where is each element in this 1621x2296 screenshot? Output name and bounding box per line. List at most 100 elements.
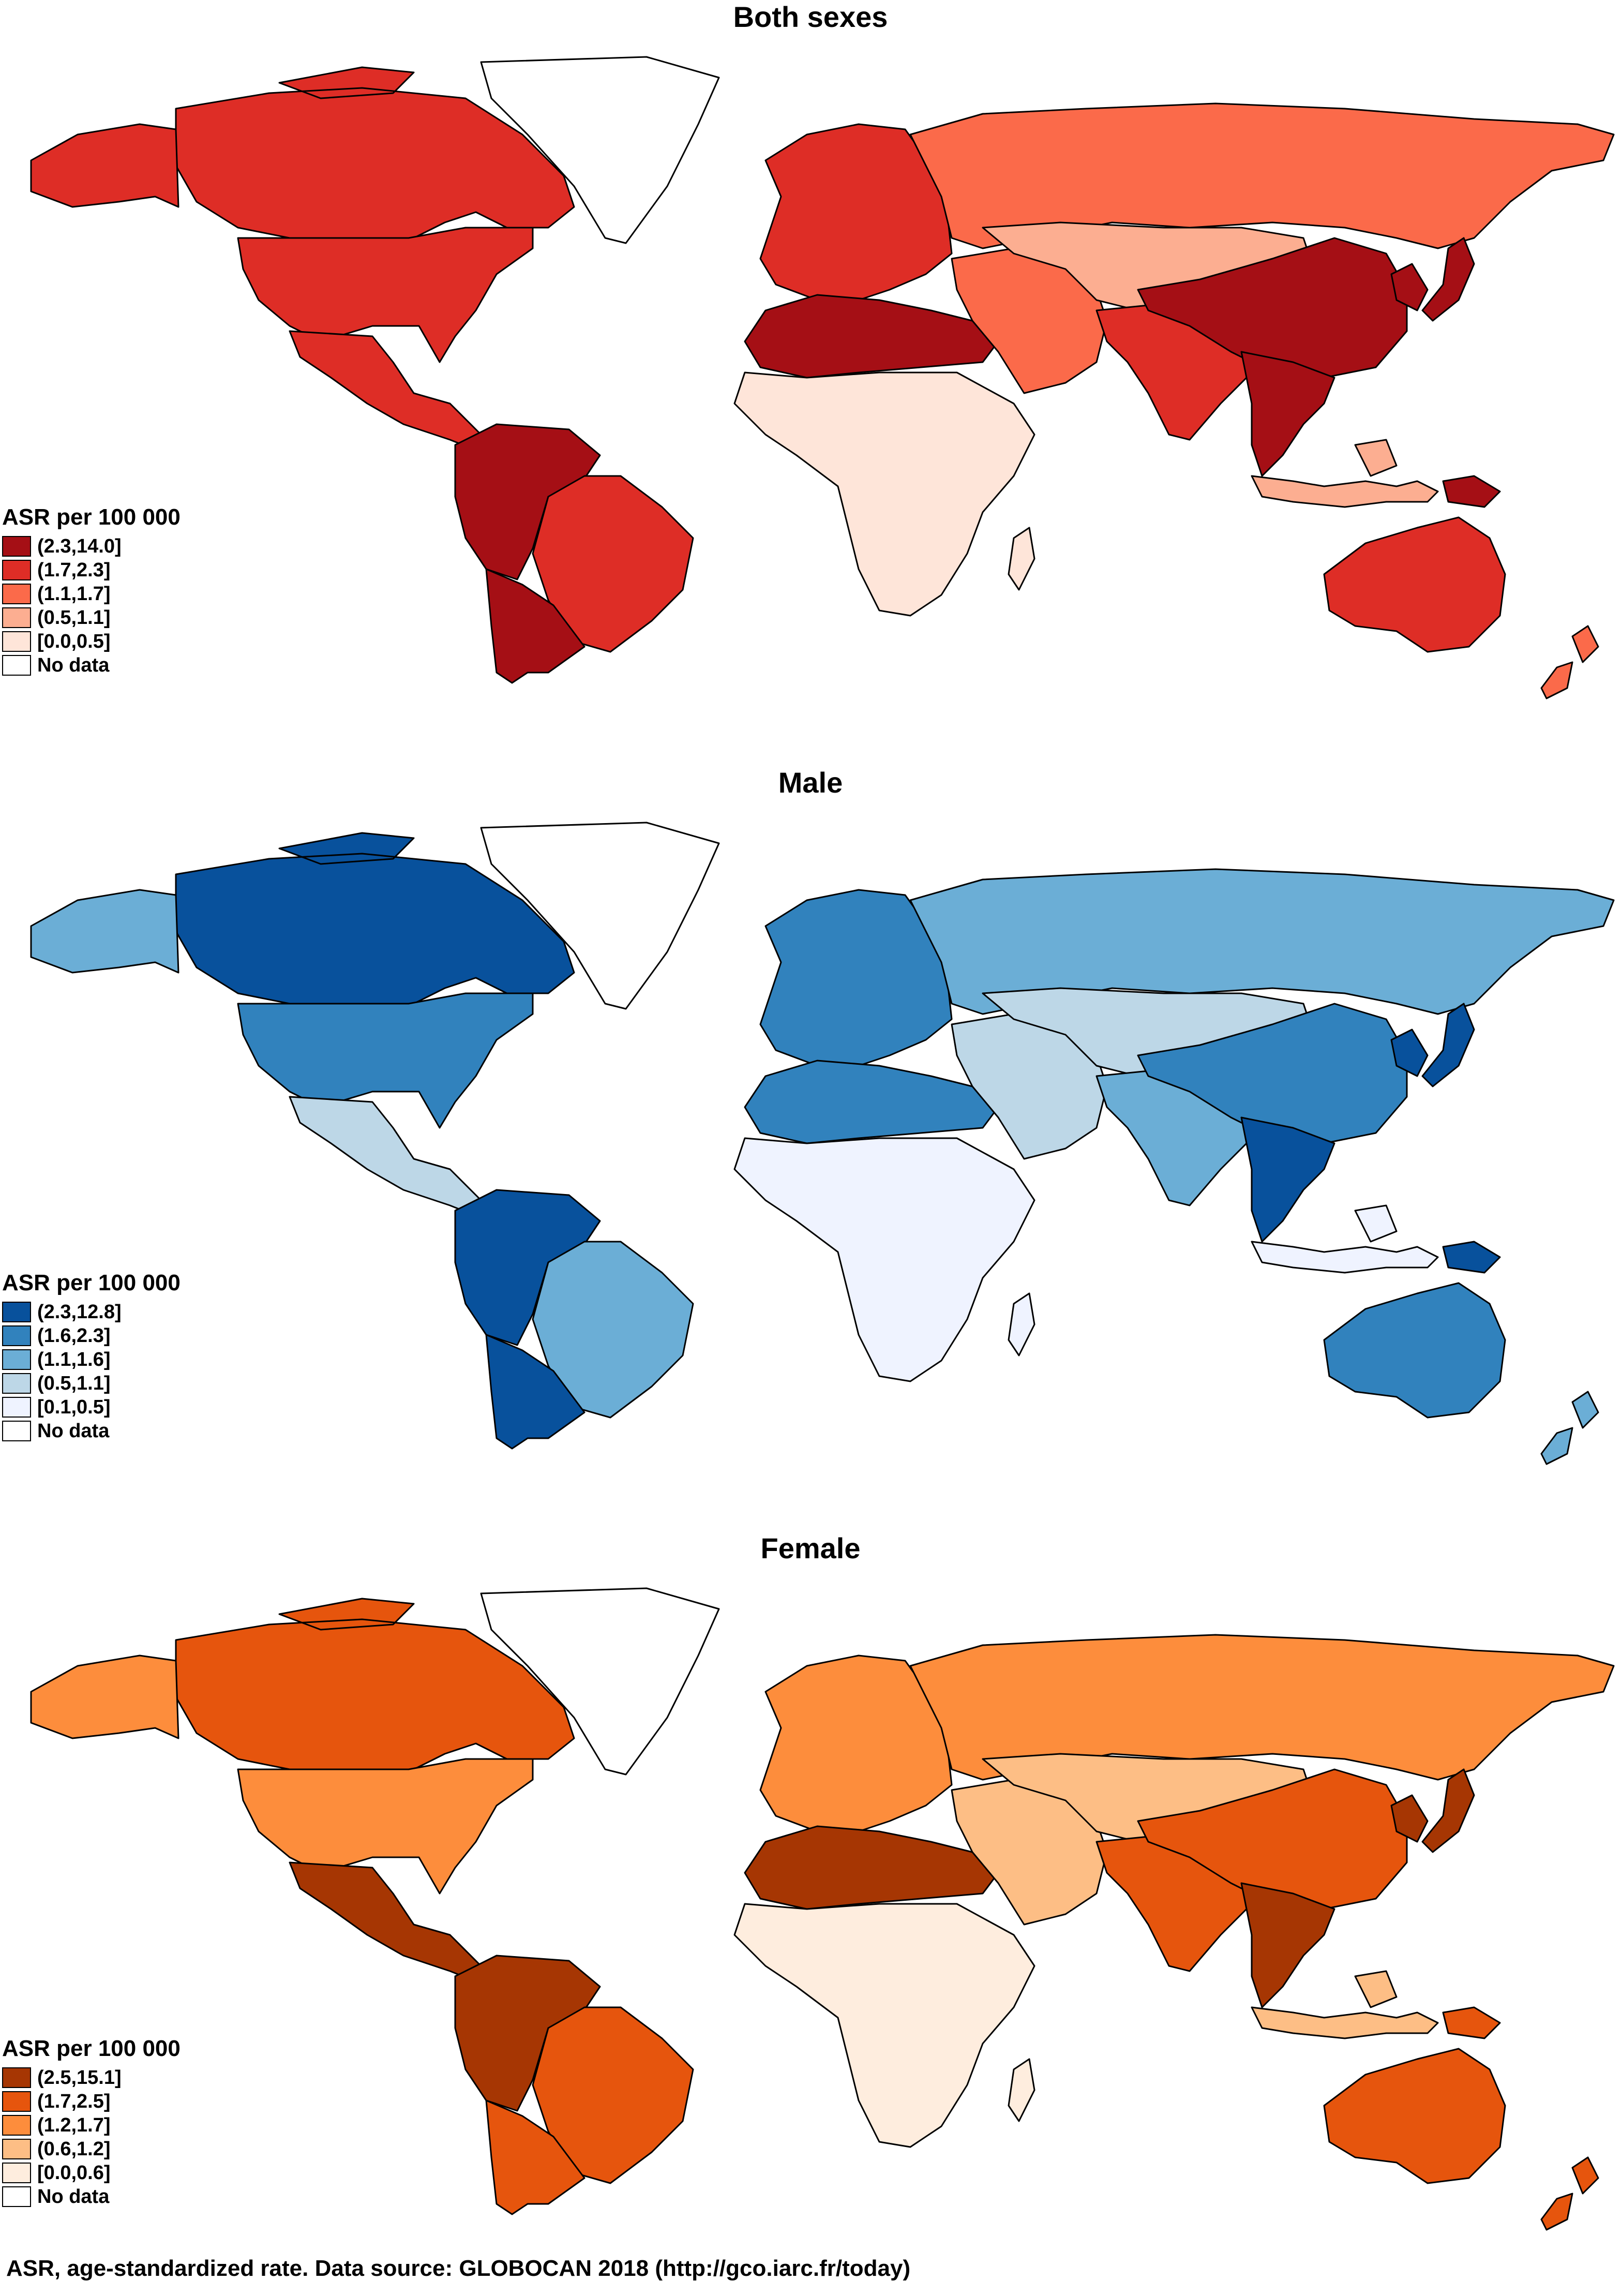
legend-label: (0.6,1.2] <box>37 2138 111 2160</box>
region-japan-korea <box>1390 237 1475 322</box>
panel-both-sexes: Both sexes ASR per 100 000 (2.3,14.0] (1… <box>0 0 1621 750</box>
region-new-zealand <box>1540 1391 1599 1465</box>
legend-swatch <box>2 560 31 580</box>
region-greenland <box>480 56 720 244</box>
region-china <box>1137 1003 1408 1144</box>
region-north-africa <box>744 294 999 379</box>
legend-swatch <box>2 2091 31 2112</box>
region-usa <box>237 1758 534 1895</box>
legend-swatch <box>2 1325 31 1346</box>
legend-label: (2.3,12.8] <box>37 1301 122 1323</box>
legend-label: (1.2,1.7] <box>37 2114 111 2136</box>
legend-swatch <box>2 584 31 604</box>
legend-label: No data <box>37 1420 110 1442</box>
region-southern-cone <box>485 2099 586 2215</box>
legend-item: [0.1,0.5] <box>2 1395 181 1419</box>
legend-label: No data <box>37 2185 110 2208</box>
legend-swatch <box>2 655 31 676</box>
region-mexico-central-america <box>289 1861 487 1982</box>
region-japan-korea <box>1390 1768 1475 1853</box>
legend-item: No data <box>2 2185 181 2209</box>
region-madagascar <box>1008 1292 1035 1356</box>
region-indonesia <box>1251 1970 1439 2039</box>
legend-title: ASR per 100 000 <box>2 504 181 530</box>
legend-swatch <box>2 2115 31 2136</box>
region-southeast-asia <box>1240 351 1335 477</box>
region-china <box>1137 1768 1408 1910</box>
legend-item: (0.6,1.2] <box>2 2137 181 2161</box>
region-madagascar <box>1008 527 1035 591</box>
legend-item: No data <box>2 653 181 677</box>
legend-item: (1.6,2.3] <box>2 1324 181 1348</box>
world-map <box>30 56 1615 699</box>
region-canada <box>175 1598 575 1770</box>
region-mexico-central-america <box>289 330 487 451</box>
region-sub-saharan-africa <box>733 1903 1035 2148</box>
world-map <box>30 822 1615 1465</box>
region-sub-saharan-africa <box>733 1137 1035 1382</box>
region-usa <box>237 992 534 1129</box>
panel-male: Male ASR per 100 000 (2.3,12.8] (1.6,2.3… <box>0 766 1621 1516</box>
region-north-africa <box>744 1060 999 1144</box>
region-europe <box>759 1654 953 1832</box>
region-greenland <box>480 1587 720 1776</box>
legend-swatch <box>2 2139 31 2159</box>
legend-item: (2.5,15.1] <box>2 2066 181 2090</box>
legend-label: [0.0,0.6] <box>37 2161 111 2184</box>
legend-swatch <box>2 536 31 557</box>
region-indonesia <box>1251 439 1439 508</box>
region-brazil <box>532 2006 694 2184</box>
region-europe <box>759 889 953 1067</box>
legend-item: (1.1,1.6] <box>2 1348 181 1371</box>
legend-swatch <box>2 2163 31 2183</box>
region-usa <box>237 227 534 363</box>
region-papua-new-guinea <box>1442 475 1501 508</box>
panel-female: Female ASR per 100 000 (2.5,15.1] (1.7,2… <box>0 1531 1621 2250</box>
region-new-zealand <box>1540 625 1599 699</box>
legend-item: (0.5,1.1] <box>2 606 181 630</box>
region-alaska <box>30 123 179 208</box>
legend-item: (0.5,1.1] <box>2 1371 181 1395</box>
region-mexico-central-america <box>289 1096 487 1217</box>
region-sub-saharan-africa <box>733 371 1035 617</box>
legend-item: (1.7,2.5] <box>2 2090 181 2113</box>
legend-title: ASR per 100 000 <box>2 2036 181 2061</box>
region-alaska <box>30 1654 179 1739</box>
legend-label: (1.1,1.6] <box>37 1348 111 1370</box>
region-china <box>1137 237 1408 379</box>
legend-label: (1.7,2.5] <box>37 2090 111 2112</box>
legend-item: (1.1,1.7] <box>2 582 181 606</box>
region-indonesia <box>1251 1204 1439 1274</box>
legend-item: (1.2,1.7] <box>2 2113 181 2137</box>
region-papua-new-guinea <box>1442 2006 1501 2039</box>
legend-label: (1.6,2.3] <box>37 1324 111 1347</box>
panel-title: Both sexes <box>733 1 888 33</box>
map-legend: ASR per 100 000 (2.5,15.1] (1.7,2.5] (1.… <box>2 2036 181 2209</box>
map-legend: ASR per 100 000 (2.3,12.8] (1.6,2.3] (1.… <box>2 1270 181 1443</box>
legend-swatch <box>2 1302 31 1322</box>
legend-title: ASR per 100 000 <box>2 1270 181 1295</box>
region-southeast-asia <box>1240 1116 1335 1243</box>
region-australia <box>1323 516 1506 653</box>
region-madagascar <box>1008 2058 1035 2122</box>
region-australia <box>1323 2048 1506 2184</box>
world-map <box>30 1587 1615 2231</box>
legend-swatch <box>2 2186 31 2207</box>
map-legend: ASR per 100 000 (2.3,14.0] (1.7,2.3] (1.… <box>2 504 181 677</box>
region-japan-korea <box>1390 1003 1475 1087</box>
legend-item: [0.0,0.5] <box>2 630 181 653</box>
legend-item: [0.0,0.6] <box>2 2161 181 2185</box>
region-alaska <box>30 889 179 974</box>
legend-swatch <box>2 631 31 652</box>
legend-item: (2.3,12.8] <box>2 1300 181 1324</box>
legend-swatch <box>2 1421 31 1441</box>
region-canada <box>175 832 575 1005</box>
region-brazil <box>532 1241 694 1419</box>
legend-swatch <box>2 1349 31 1370</box>
legend-label: (1.7,2.3] <box>37 559 111 581</box>
legend-item: (1.7,2.3] <box>2 558 181 582</box>
panel-title: Female <box>760 1532 861 1564</box>
region-canada <box>175 66 575 239</box>
region-brazil <box>532 475 694 653</box>
legend-swatch <box>2 1397 31 1418</box>
